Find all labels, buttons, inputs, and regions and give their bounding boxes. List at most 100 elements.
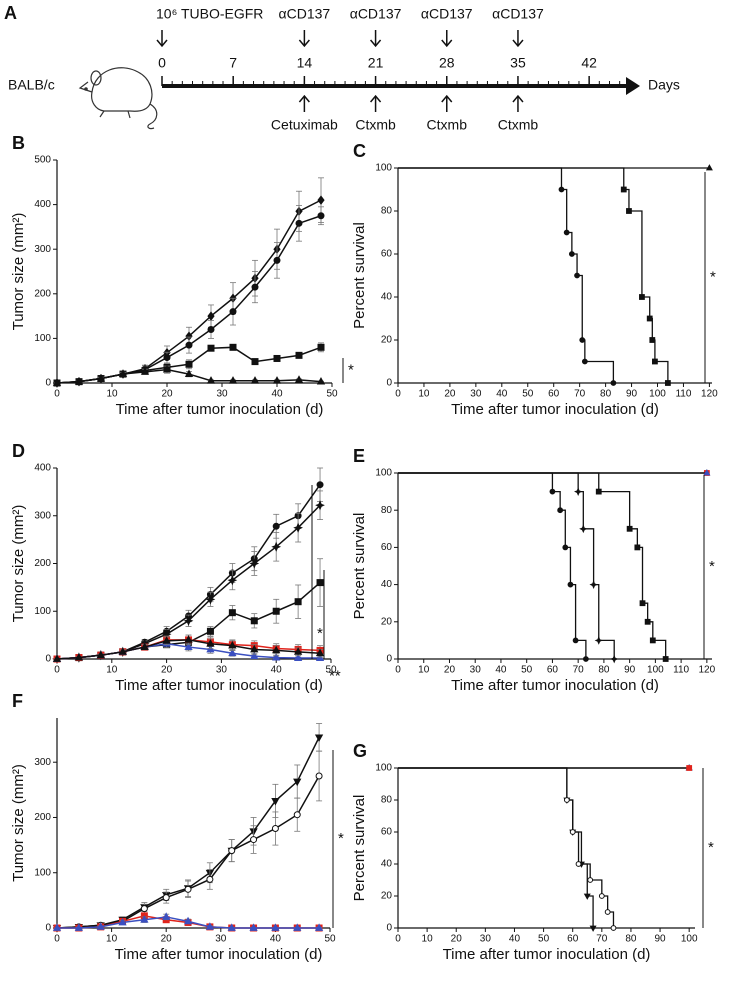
x-tick-label: 40 (495, 665, 507, 676)
x-axis-label: Time after tumor inoculation (d) (451, 401, 659, 418)
marker (207, 311, 215, 321)
treatment-arrow-head (298, 94, 310, 103)
x-tick-label: 0 (54, 665, 60, 676)
y-tick-label: 400 (34, 463, 51, 474)
marker (52, 378, 62, 386)
y-axis-label: Tumor size (mm²) (10, 213, 27, 331)
tick-label: 42 (581, 55, 597, 71)
x-tick-label: 70 (574, 389, 586, 400)
y-tick-label: 100 (34, 333, 51, 344)
marker (295, 219, 303, 227)
x-tick-label: 30 (216, 389, 228, 400)
x-tick-label: 20 (451, 934, 463, 945)
x-tick-label: 10 (422, 934, 434, 945)
x-tick-label: 20 (161, 389, 173, 400)
marker (317, 343, 325, 351)
significance-label: * (338, 830, 344, 847)
marker (574, 272, 580, 279)
marker (293, 653, 303, 661)
x-tick-label: 60 (567, 934, 579, 945)
y-axis-label: Percent survival (351, 513, 368, 620)
x-tick-label: 90 (624, 665, 636, 676)
marker (272, 607, 280, 615)
significance-label: * (317, 625, 323, 642)
x-tick-label: 40 (271, 389, 283, 400)
marker (272, 522, 280, 530)
marker (162, 894, 170, 902)
marker (587, 877, 594, 883)
y-tick-label: 100 (34, 606, 51, 617)
marker (140, 915, 149, 923)
x-tick-label: 120 (701, 389, 718, 400)
x-tick-label: 110 (675, 389, 691, 400)
marker (184, 369, 194, 377)
y-tick-label: 20 (381, 616, 393, 627)
y-tick-label: 80 (381, 206, 393, 217)
x-tick-label: 80 (600, 389, 612, 400)
marker (96, 650, 105, 659)
marker (626, 208, 632, 214)
y-axis-label: Tumor size (mm²) (10, 505, 27, 623)
y-tick-label: 100 (375, 763, 392, 774)
y-tick-label: 300 (34, 757, 51, 768)
x-tick-label: 60 (547, 665, 559, 676)
x-tick-label: 10 (106, 665, 118, 676)
y-tick-label: 100 (34, 867, 51, 878)
marker (228, 847, 236, 855)
x-tick-label: 100 (681, 934, 698, 945)
marker (639, 294, 645, 300)
survival-curve (398, 472, 667, 659)
marker (589, 925, 597, 932)
marker (567, 581, 574, 588)
x-tick-label: 30 (470, 665, 482, 676)
x-tick-label: 20 (444, 389, 456, 400)
marker (316, 579, 324, 587)
y-tick-label: 40 (381, 292, 393, 303)
marker (293, 522, 303, 533)
marker (162, 636, 171, 644)
marker (74, 377, 84, 385)
survival-curve (398, 167, 669, 383)
panel-label: C (353, 141, 366, 161)
marker (293, 811, 301, 819)
x-tick-label: 30 (216, 665, 228, 676)
treatment-arrow-head (512, 39, 524, 48)
marker (294, 375, 304, 383)
marker (558, 186, 565, 193)
marker (315, 648, 325, 657)
y-tick-label: 0 (45, 378, 51, 389)
marker (249, 923, 258, 931)
x-axis-label: Time after tumor inoculation (d) (443, 946, 651, 963)
marker (207, 344, 215, 352)
x-tick-label: 0 (395, 934, 401, 945)
y-tick-label: 0 (45, 654, 51, 665)
panel-label: D (12, 441, 25, 461)
marker (272, 652, 281, 661)
marker (228, 376, 238, 384)
x-tick-label: 50 (538, 934, 550, 945)
marker (250, 617, 258, 625)
y-tick-label: 100 (375, 468, 392, 479)
marker (315, 499, 325, 511)
marker (575, 861, 582, 867)
chart-panel: D 0 10 20 30 40 50 0 100 200 300 400 Time after tumo… (10, 441, 341, 694)
x-tick-label: 20 (161, 665, 173, 676)
x-tick-label: 50 (326, 389, 338, 400)
marker (646, 315, 653, 322)
marker (662, 656, 669, 662)
marker (271, 541, 282, 552)
y-tick-label: 60 (381, 827, 393, 838)
y-tick-label: 300 (34, 510, 51, 521)
y-tick-label: 100 (375, 163, 392, 174)
marker (664, 380, 671, 386)
significance-label: ** (329, 667, 341, 684)
marker (118, 369, 128, 377)
treatment-label: Ctxmb (427, 117, 468, 133)
marker (703, 469, 711, 476)
marker (595, 488, 602, 495)
marker (185, 360, 193, 368)
survival-curve (398, 472, 587, 659)
x-tick-label: 60 (548, 389, 560, 400)
marker (295, 351, 303, 359)
marker (96, 373, 106, 382)
